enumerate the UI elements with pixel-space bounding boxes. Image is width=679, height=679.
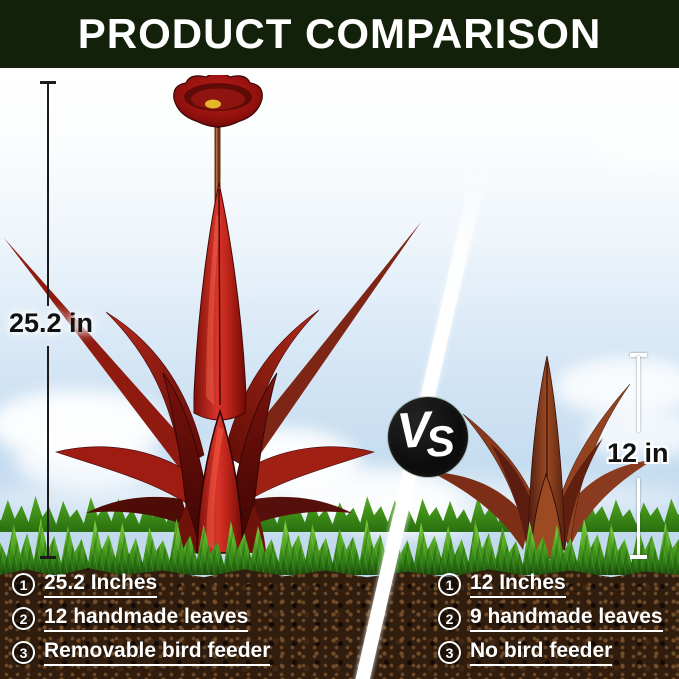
measure-cap-bottom xyxy=(630,555,647,559)
measure-line-upper xyxy=(637,356,640,432)
vs-letter-s: S xyxy=(424,417,457,467)
feature-label: 25.2 Inches xyxy=(44,571,158,598)
left-feature-list: 1 25.2 Inches 2 12 handmade leaves 3 Rem… xyxy=(12,571,271,673)
right-feature-list: 1 12 Inches 2 9 handmade leaves 3 No bir… xyxy=(438,571,663,673)
feature-label: 12 Inches xyxy=(470,571,566,598)
page-title: PRODUCT COMPARISON xyxy=(77,10,602,57)
feature-item: 3 Removable bird feeder xyxy=(12,639,271,666)
vs-badge: V S xyxy=(388,397,468,477)
left-height-label: 25.2 in xyxy=(9,308,94,338)
feature-number-badge: 2 xyxy=(12,607,35,630)
feature-label: 9 handmade leaves xyxy=(470,605,663,632)
measure-line-lower xyxy=(637,478,640,556)
feature-number-badge: 1 xyxy=(12,573,35,596)
feature-label: Removable bird feeder xyxy=(44,639,271,666)
feature-label: 12 handmade leaves xyxy=(44,605,249,632)
feature-item: 2 9 handmade leaves xyxy=(438,605,663,632)
measure-cap-top xyxy=(40,81,56,84)
cloud xyxy=(555,358,679,416)
feature-item: 1 12 Inches xyxy=(438,571,663,598)
measure-cap-bottom xyxy=(40,556,56,559)
soil-layer xyxy=(0,568,679,679)
feature-number-badge: 2 xyxy=(438,607,461,630)
agave-leaves xyxy=(4,182,421,554)
right-height-label: 12 in xyxy=(607,438,669,468)
feature-number-badge: 3 xyxy=(438,641,461,664)
feature-number-badge: 3 xyxy=(12,641,35,664)
title-banner: PRODUCT COMPARISON xyxy=(0,0,679,68)
feature-label: No bird feeder xyxy=(470,639,613,666)
measure-line-lower xyxy=(47,346,49,557)
feature-item: 1 25.2 Inches xyxy=(12,571,270,598)
feature-number-badge: 1 xyxy=(438,573,461,596)
bird-feeder-flower xyxy=(173,75,263,128)
feature-item: 2 12 handmade leaves xyxy=(12,605,270,632)
feature-item: 3 No bird feeder xyxy=(438,639,663,666)
large-agave-sculpture xyxy=(4,75,421,554)
measure-line-upper xyxy=(47,83,49,306)
measure-cap-top xyxy=(630,353,647,357)
